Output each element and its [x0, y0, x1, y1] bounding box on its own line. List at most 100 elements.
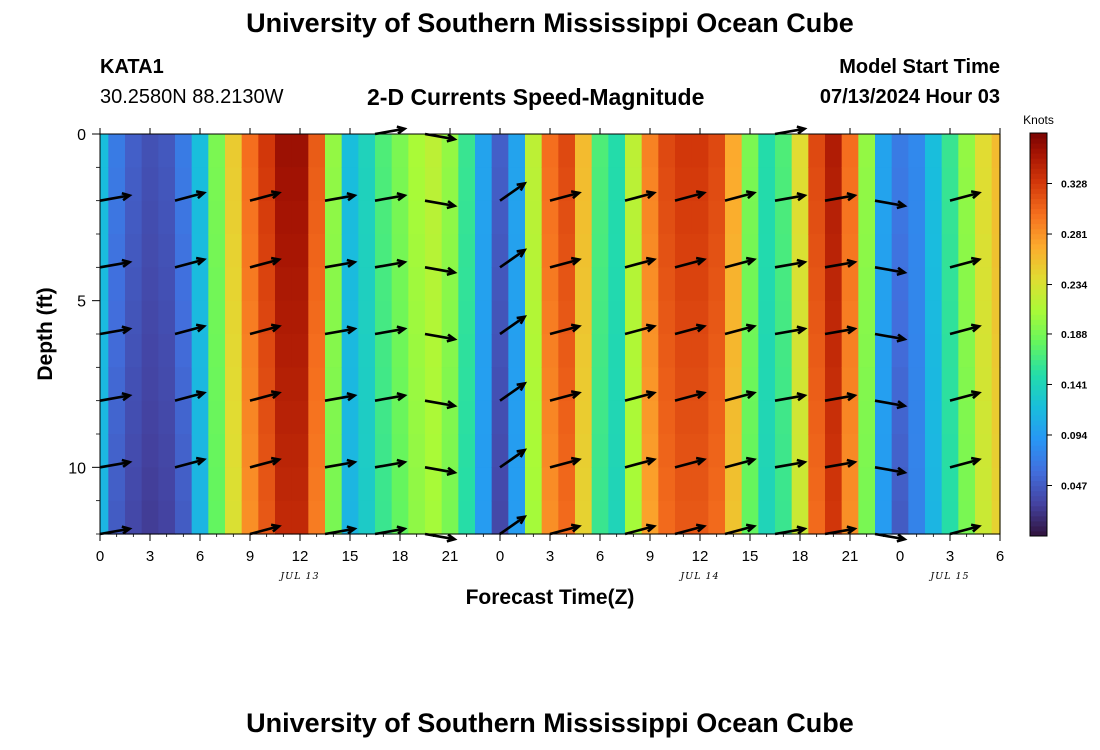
heatmap-cell [725, 334, 743, 368]
heatmap-cell [258, 467, 276, 502]
heatmap-cell [758, 500, 776, 535]
heatmap-cell [541, 234, 559, 268]
colorbar-segment [1030, 158, 1047, 164]
heatmap-cell [741, 267, 759, 302]
heatmap-cell [591, 500, 609, 535]
heatmap-cell [941, 134, 959, 168]
heatmap-cell [941, 434, 959, 468]
heatmap-cell [675, 467, 693, 502]
heatmap-cell [175, 167, 193, 202]
colorbar-segment [1030, 294, 1047, 300]
heatmap-cell [225, 200, 243, 235]
heatmap-cell [825, 134, 843, 168]
heatmap-cell [708, 500, 726, 535]
heatmap-cell [891, 234, 909, 268]
heatmap-cell [258, 334, 276, 368]
heatmap-cell [941, 167, 959, 202]
heatmap-cell [291, 500, 309, 535]
heatmap-cell [291, 167, 309, 202]
heatmap-cell [325, 434, 343, 468]
heatmap-cell [341, 200, 359, 235]
heatmap-cell [608, 167, 626, 202]
current-vector-head [121, 392, 133, 402]
heatmap-cell [491, 334, 509, 368]
colorbar-segment [1030, 138, 1047, 144]
colorbar-segment [1030, 470, 1047, 477]
heatmap-cell [775, 134, 793, 168]
heatmap-cell [491, 167, 509, 202]
heatmap-cell [408, 300, 426, 335]
heatmap-cell [225, 467, 243, 502]
heatmap-cell [541, 200, 559, 235]
heatmap-cell [425, 200, 443, 235]
heatmap-cell [641, 334, 659, 368]
heatmap-cell [758, 434, 776, 468]
heatmap-cell [858, 367, 876, 402]
heatmap-cell [891, 200, 909, 235]
colorbar-segment [1030, 213, 1047, 220]
heatmap-cell [241, 434, 259, 468]
heatmap-cell [541, 434, 559, 468]
heatmap-cell [908, 234, 926, 268]
current-vector-head [346, 525, 358, 535]
current-vector [674, 324, 705, 336]
current-vector-head [270, 323, 282, 333]
heatmap-cell [958, 500, 976, 535]
heatmap-cell [558, 134, 576, 168]
heatmap-cell [158, 267, 176, 302]
heatmap-cell [791, 134, 809, 168]
heatmap-cell [291, 234, 309, 268]
current-vector-head [270, 390, 282, 400]
heatmap-cell [591, 367, 609, 402]
heatmap-cell [725, 434, 743, 468]
heatmap-cell [875, 467, 893, 502]
heatmap-cell [341, 300, 359, 335]
heatmap-cell [925, 167, 943, 202]
heatmap-cell [558, 200, 576, 235]
heatmap-cell [175, 200, 193, 235]
heatmap-cell [525, 367, 543, 402]
heatmap-cell [575, 467, 593, 502]
colorbar-segment [1030, 274, 1047, 280]
heatmap-cell [458, 367, 476, 402]
heatmap-cell [791, 267, 809, 302]
heatmap-cell [141, 500, 159, 535]
current-vector [174, 324, 205, 336]
colorbar-segment [1030, 324, 1047, 330]
heatmap-cell [141, 267, 159, 302]
colorbar-segment [1030, 364, 1047, 371]
heatmap-cell [775, 234, 793, 268]
heatmap-cell [175, 267, 193, 302]
heatmap-cell [375, 234, 393, 268]
current-vector-head [195, 323, 207, 333]
heatmap-cell [841, 334, 859, 368]
heatmap-cell [608, 434, 626, 468]
colorbar-segment [1030, 258, 1047, 265]
heatmap-cell [541, 400, 559, 435]
heatmap-cell [100, 300, 109, 335]
heatmap-cell [825, 200, 843, 235]
current-vector [549, 391, 580, 402]
current-vector [174, 458, 205, 469]
heatmap-cell [775, 267, 793, 302]
colorbar-segment [1030, 485, 1047, 492]
heatmap-cell [958, 400, 976, 435]
heatmap-cell [608, 267, 626, 302]
colorbar-segment [1030, 505, 1047, 512]
heatmap-cell [558, 267, 576, 302]
current-vector-head [396, 258, 408, 268]
heatmap-cell [375, 367, 393, 402]
heatmap-cell [275, 134, 293, 168]
heatmap-cell [391, 467, 409, 502]
heatmap-cell [875, 300, 893, 335]
heatmap-cell [858, 500, 876, 535]
heatmap-cell [425, 334, 443, 368]
current-vector-head [796, 325, 808, 335]
heatmap-cell [908, 400, 926, 435]
heatmap-cell [708, 400, 726, 435]
x-tick-label: 18 [392, 548, 409, 565]
current-vector-head [695, 256, 707, 266]
heatmap-cell [791, 334, 809, 368]
heatmap-cell [341, 467, 359, 502]
heatmap-cell [308, 434, 326, 468]
